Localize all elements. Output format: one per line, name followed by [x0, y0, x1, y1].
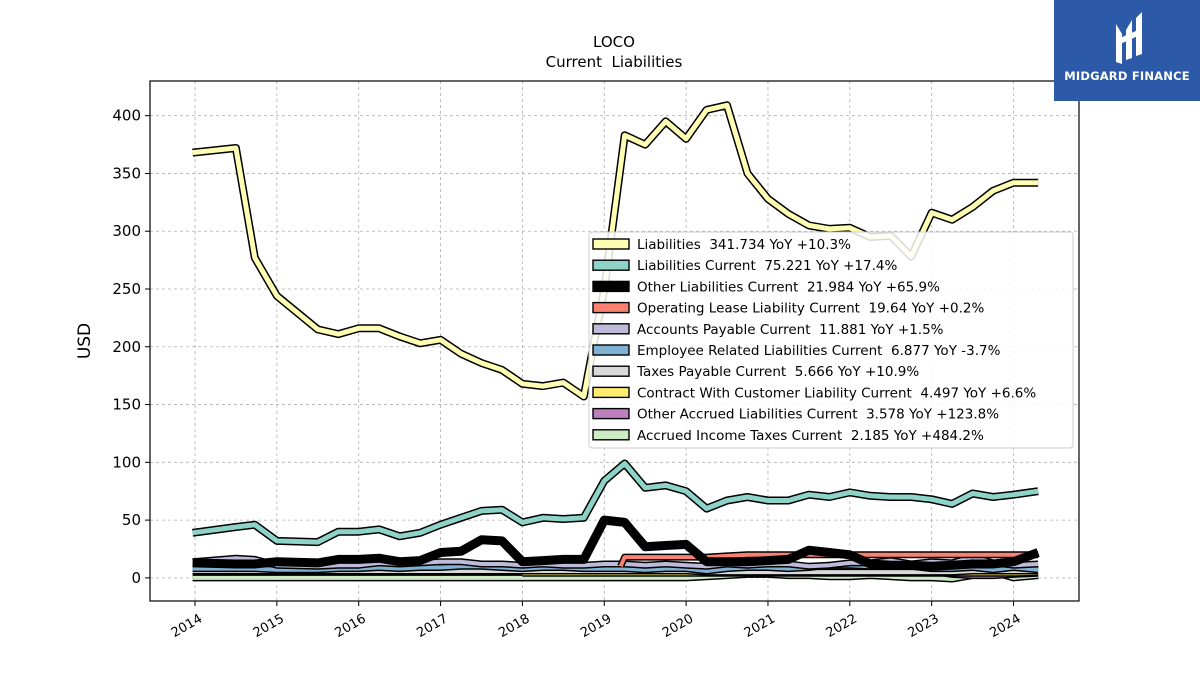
x-tick-label: 2015	[251, 611, 287, 641]
x-tick-label: 2023	[906, 611, 942, 641]
series-accrued-income-taxes-current	[192, 568, 1039, 583]
legend-item: Contract With Customer Liability Current…	[592, 385, 1036, 401]
legend-item: Accounts Payable Current 11.881 YoY +1.5…	[592, 322, 944, 338]
legend-swatch	[592, 407, 630, 420]
y-axis-label: USD	[75, 323, 95, 359]
y-axis-ticks: 0 50 100 150 200 250 300 350 400	[112, 107, 150, 587]
series-outline	[192, 459, 1039, 547]
y-tick-label: 50	[122, 511, 141, 529]
legend-box	[588, 231, 1074, 449]
legend-item: Taxes Payable Current 5.666 YoY +10.9%	[592, 364, 919, 380]
legend-item: Accrued Income Taxes Current 2.185 YoY +…	[592, 428, 984, 444]
y-tick-label: 0	[131, 569, 141, 587]
series-line	[192, 570, 1039, 581]
legend-swatch	[592, 429, 630, 441]
x-tick-label: 2018	[496, 611, 532, 641]
legend-label: Accrued Income Taxes Current 2.185 YoY +…	[637, 428, 984, 444]
x-tick-label: 2024	[987, 611, 1023, 641]
logo-mark-icon	[1116, 12, 1142, 64]
chart-title: LOCO	[593, 33, 635, 51]
y-tick-label: 250	[112, 280, 141, 298]
legend-label: Other Liabilities Current 21.984 YoY +65…	[637, 279, 940, 295]
legend-item: Employee Related Liabilities Current 6.8…	[592, 343, 1001, 359]
legend-item: Other Accrued Liabilities Current 3.578 …	[592, 407, 999, 423]
legend-label: Employee Related Liabilities Current 6.8…	[637, 343, 1001, 359]
legend-label: Taxes Payable Current 5.666 YoY +10.9%	[636, 364, 919, 380]
legend-label: Liabilities Current 75.221 YoY +17.4%	[637, 258, 897, 274]
y-tick-label: 100	[112, 453, 141, 471]
legend-swatch	[592, 301, 630, 314]
x-tick-label: 2014	[169, 611, 205, 641]
legend-label: Accounts Payable Current 11.881 YoY +1.5…	[637, 322, 944, 338]
legend-swatch	[592, 386, 630, 399]
legend-swatch	[592, 323, 630, 335]
legend-item: Liabilities Current 75.221 YoY +17.4%	[592, 258, 897, 274]
y-tick-label: 400	[112, 107, 141, 125]
legend-item: Liabilities 341.734 YoY +10.3%	[592, 237, 851, 253]
legend-item: Other Liabilities Current 21.984 YoY +65…	[592, 279, 940, 295]
legend-swatch	[592, 280, 630, 293]
x-tick-label: 2020	[660, 611, 696, 641]
legend-label: Other Accrued Liabilities Current 3.578 …	[637, 407, 999, 423]
y-tick-label: 350	[112, 164, 141, 182]
legend-swatch	[592, 344, 630, 356]
series-line	[192, 515, 1040, 571]
legend-label: Contract With Customer Liability Current…	[637, 385, 1036, 401]
x-tick-label: 2019	[578, 611, 614, 641]
legend-swatch	[592, 259, 630, 271]
series-line	[192, 461, 1039, 545]
y-tick-label: 300	[112, 222, 141, 240]
legend-swatch	[592, 365, 630, 377]
x-tick-label: 2021	[742, 611, 778, 641]
y-tick-label: 200	[112, 338, 141, 356]
legend-item: Operating Lease Liability Current 19.64 …	[592, 301, 984, 317]
legend-label: Liabilities 341.734 YoY +10.3%	[637, 237, 851, 253]
chart-subtitle: Current Liabilities	[546, 53, 683, 71]
legend-label: Operating Lease Liability Current 19.64 …	[637, 301, 984, 317]
legend-swatch	[592, 238, 630, 250]
x-tick-label: 2016	[333, 611, 369, 641]
y-tick-label: 150	[112, 396, 141, 414]
x-tick-label: 2017	[414, 611, 450, 641]
plot-frame	[149, 80, 1080, 602]
x-tick-label: 2022	[824, 611, 860, 641]
x-axis-ticks: 2014 2015 2016 2017 2018 2019 2020 2021 2022 2023…	[169, 601, 1024, 641]
brand-name: MIDGARD FINANCE	[1064, 69, 1190, 83]
series-other-liabilities-current	[192, 515, 1040, 571]
series-layer	[192, 101, 1040, 583]
brand-logo: MIDGARD FINANCE	[1054, 0, 1200, 101]
legend: Liabilities 341.734 YoY +10.3% Liabilitie…	[588, 231, 1074, 449]
series-liabilities-current	[192, 459, 1039, 547]
